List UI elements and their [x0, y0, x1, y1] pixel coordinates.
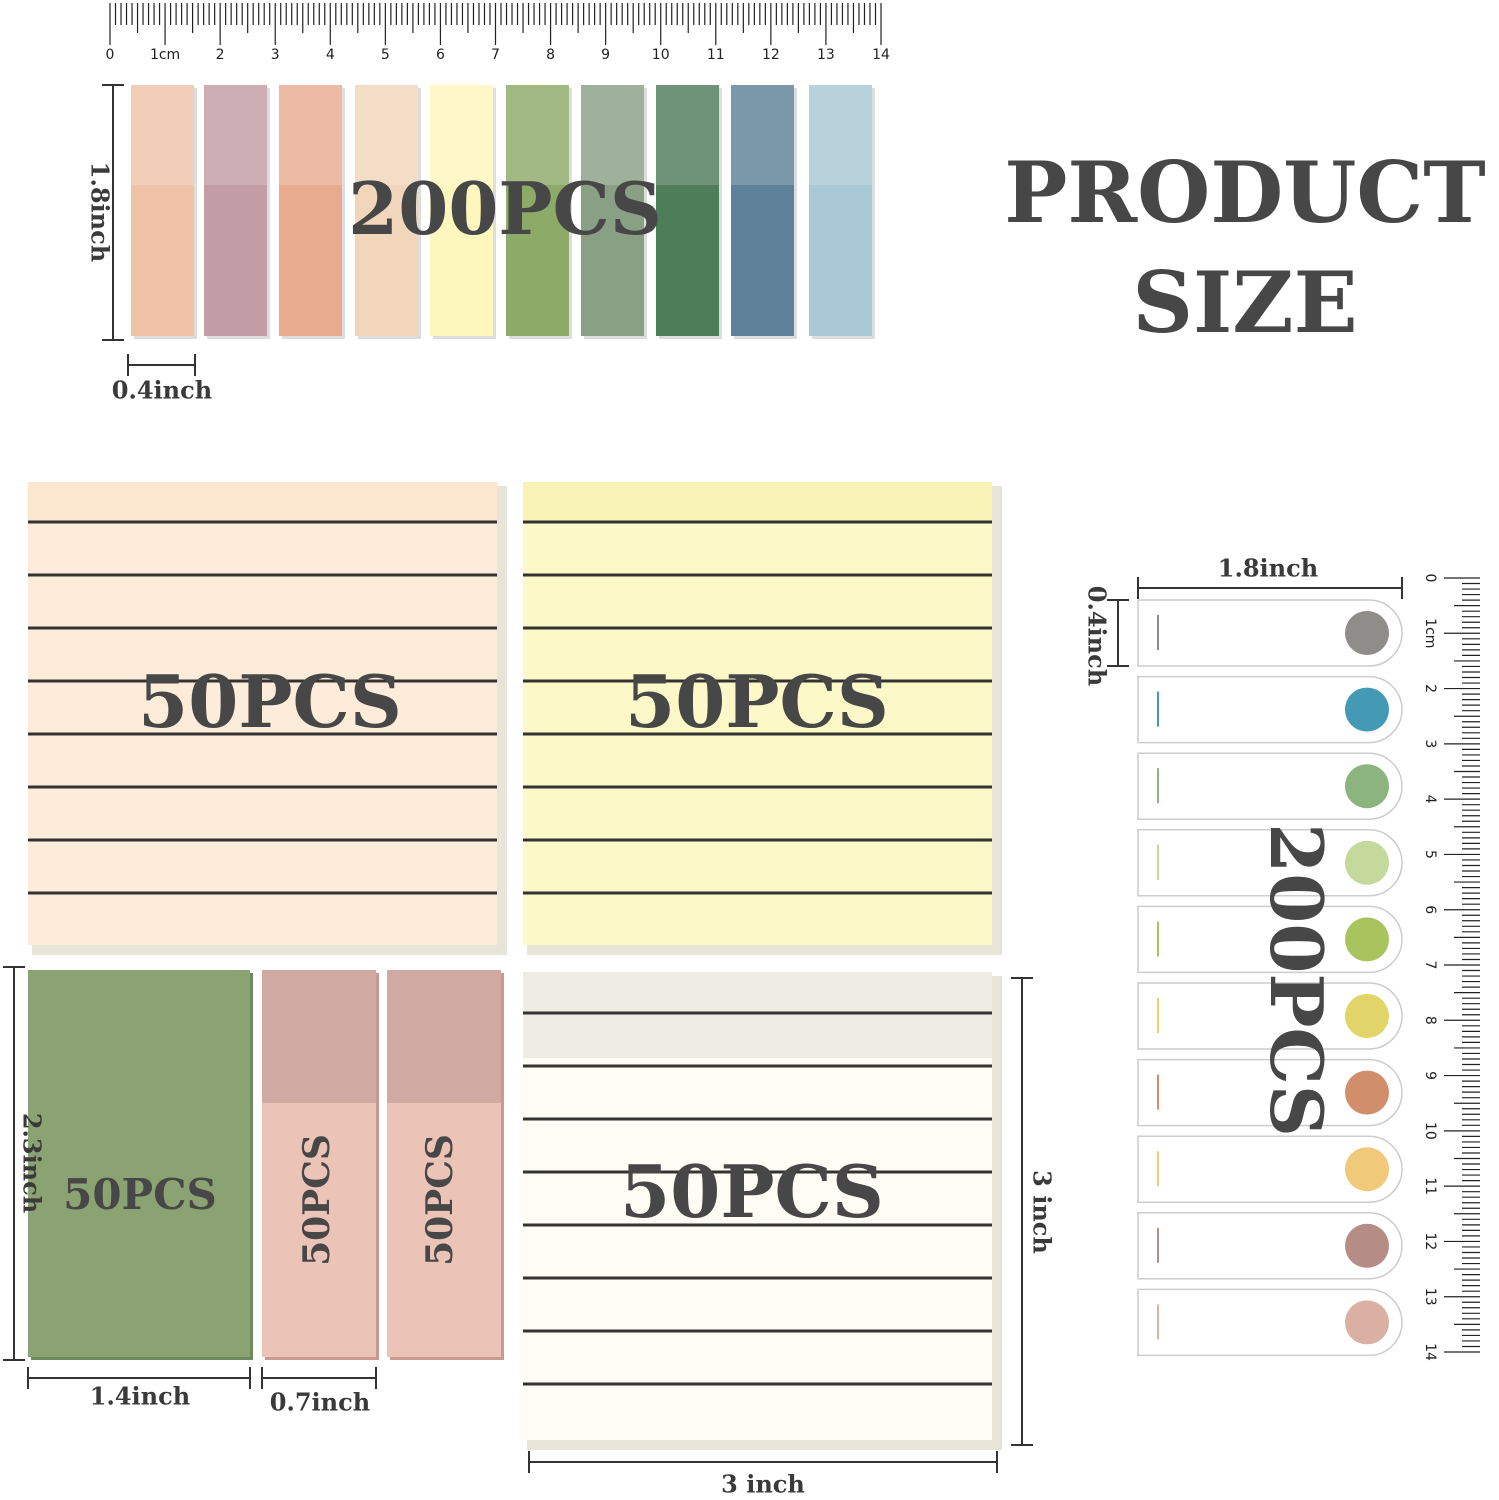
flag: [506, 85, 569, 336]
note: [28, 482, 497, 945]
tab-dot: [1345, 840, 1389, 885]
ruler-label: 3: [271, 47, 280, 63]
tab-dot: [1345, 1223, 1389, 1268]
dimension-label: 0.7inch: [270, 1388, 370, 1417]
tab: [1137, 675, 1403, 744]
count-label: 50PCS: [620, 1149, 884, 1234]
tab-dot: [1345, 1070, 1389, 1115]
tab-dot: [1345, 687, 1389, 732]
ruler-label: 14: [1422, 1343, 1438, 1361]
dimension-label: 0.4inch: [1083, 586, 1112, 686]
ruler-label: 6: [1422, 905, 1438, 914]
title-line: PRODUCT: [1004, 143, 1486, 242]
tab: [1137, 905, 1403, 974]
ruler-label: 9: [1422, 1071, 1438, 1080]
tab-dot: [1345, 994, 1389, 1038]
count-label: 200PCS: [1254, 823, 1339, 1137]
tab: [1137, 1288, 1403, 1357]
ruler-label: 12: [1422, 1233, 1438, 1251]
ruler-label: 0: [106, 47, 115, 63]
flag-top: [204, 85, 267, 185]
flag-top: [131, 85, 194, 185]
ruler-label: 2: [216, 47, 225, 63]
ruler-label: 14: [872, 47, 890, 63]
ruler-label: 11: [1422, 1177, 1438, 1195]
ruler-label: 5: [381, 47, 390, 63]
ruler-label: 4: [326, 47, 335, 63]
tab: [1137, 1135, 1403, 1203]
tab: [1137, 829, 1403, 897]
note-band: [523, 482, 992, 522]
count-label: 50PCS: [296, 1134, 338, 1266]
flag-top: [355, 85, 418, 185]
flag-top: [656, 85, 719, 185]
tab: [1137, 752, 1403, 820]
ruler-label: 10: [652, 47, 670, 63]
flag: [131, 85, 194, 336]
flag: [430, 85, 493, 336]
ruler-label: 3: [1422, 739, 1438, 748]
count-label: 50PCS: [625, 659, 889, 744]
flag-top: [506, 85, 569, 185]
note-top: [387, 970, 501, 1103]
dimension-label: 1.8inch: [1218, 554, 1318, 583]
flag-top: [809, 85, 872, 185]
ruler-label: 7: [491, 47, 500, 63]
ruler-label: 8: [1422, 1016, 1438, 1025]
ruler-label: 6: [436, 47, 445, 63]
note: [523, 482, 992, 945]
flag: [809, 85, 872, 336]
flag-top: [279, 85, 342, 185]
flag: [581, 85, 644, 336]
flag-top: [430, 85, 493, 185]
flag: [204, 85, 267, 336]
ruler-label: 1cm: [1422, 618, 1438, 648]
tab-dot: [1345, 1300, 1389, 1345]
count-label: 50PCS: [419, 1134, 461, 1266]
tab-dot: [1345, 917, 1389, 962]
ruler-label: 9: [601, 47, 610, 63]
note-band: [523, 972, 992, 1058]
ruler-label: 7: [1422, 961, 1438, 970]
ruler-label: 11: [707, 47, 725, 63]
count-label: 50PCS: [138, 659, 402, 744]
ruler-label: 2: [1422, 684, 1438, 693]
tab-dot: [1345, 1147, 1389, 1192]
ruler-label: 12: [762, 47, 780, 63]
ruler-label: 1cm: [150, 47, 180, 63]
dimension-label: 3 inch: [721, 1470, 805, 1499]
ruler-label: 0: [1422, 574, 1438, 583]
tab: [1137, 1058, 1403, 1127]
tab: [1137, 982, 1403, 1050]
tab: [1137, 1212, 1403, 1280]
flag: [355, 85, 418, 336]
ruler-label: 10: [1422, 1122, 1438, 1140]
flag: [731, 85, 794, 336]
flag: [279, 85, 342, 336]
dimension-label: 0.4inch: [112, 376, 212, 405]
dimension-label: 3 inch: [1028, 1170, 1057, 1254]
count-label: 50PCS: [63, 1170, 217, 1219]
ruler-label: 8: [546, 47, 555, 63]
note: [28, 970, 250, 1357]
note-top: [262, 970, 376, 1103]
ruler-label: 13: [1422, 1288, 1438, 1306]
dimension-label: 2.3inch: [18, 1113, 47, 1213]
count-label: 200PCS: [348, 166, 662, 251]
flag-top: [581, 85, 644, 185]
flag: [656, 85, 719, 336]
ruler-label: 13: [817, 47, 835, 63]
note-band: [28, 482, 497, 522]
ruler-label: 5: [1422, 850, 1438, 859]
dimension-label: 1.8inch: [86, 162, 115, 262]
title-line: SIZE: [1132, 253, 1357, 352]
ruler-label: 4: [1422, 795, 1438, 804]
dimension-label: 1.4inch: [90, 1382, 190, 1411]
tab-dot: [1345, 764, 1389, 809]
tab: [1137, 599, 1403, 667]
tab-dot: [1345, 611, 1389, 655]
flag-top: [731, 85, 794, 185]
